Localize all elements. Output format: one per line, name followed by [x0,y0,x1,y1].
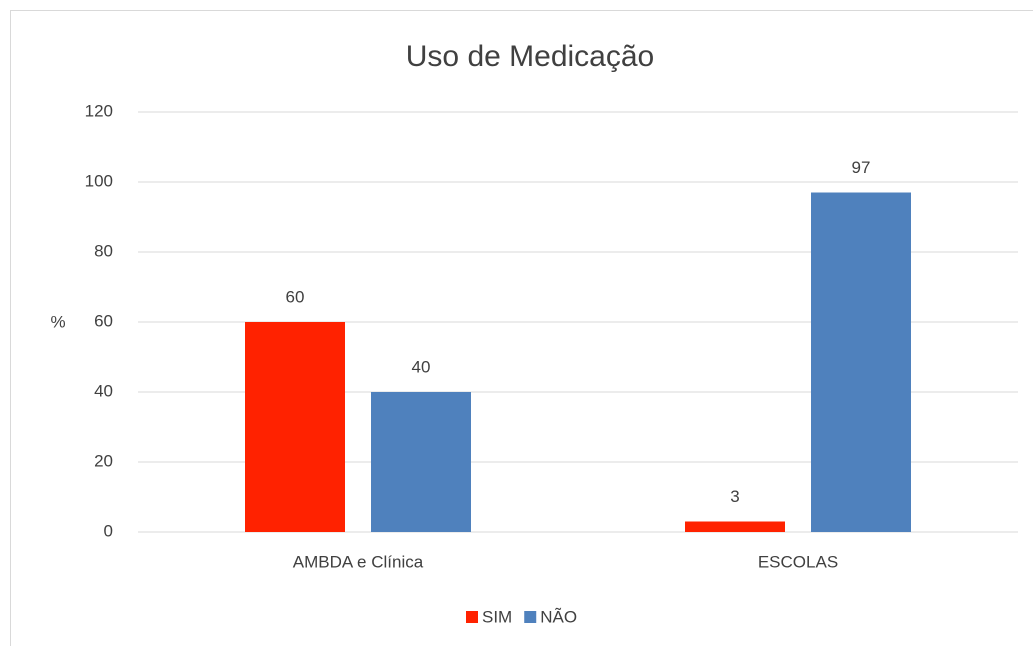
x-tick-label: AMBDA e Clínica [293,552,424,571]
bar [811,192,911,532]
data-label: 40 [412,357,431,376]
x-tick-label: ESCOLAS [758,552,838,571]
y-tick-label: 20 [94,451,113,470]
y-tick-label: 0 [104,521,113,540]
y-tick-label: 120 [85,101,113,120]
legend-label: SIM [482,607,512,626]
bar [245,322,345,532]
y-tick-label: 40 [94,381,113,400]
data-label: 97 [852,158,871,177]
y-axis-label: % [50,312,65,331]
legend-swatch [524,611,537,623]
data-label: 60 [286,287,305,306]
y-tick-label: 60 [94,311,113,330]
legend-label: NÃO [540,607,577,626]
y-tick-label: 80 [94,241,113,260]
y-tick-label: 100 [85,171,113,190]
legend-swatch [466,611,478,623]
bar [685,521,785,532]
bar [371,392,471,532]
data-label: 3 [730,487,739,506]
chart-title: Uso de Medicação [406,40,654,73]
